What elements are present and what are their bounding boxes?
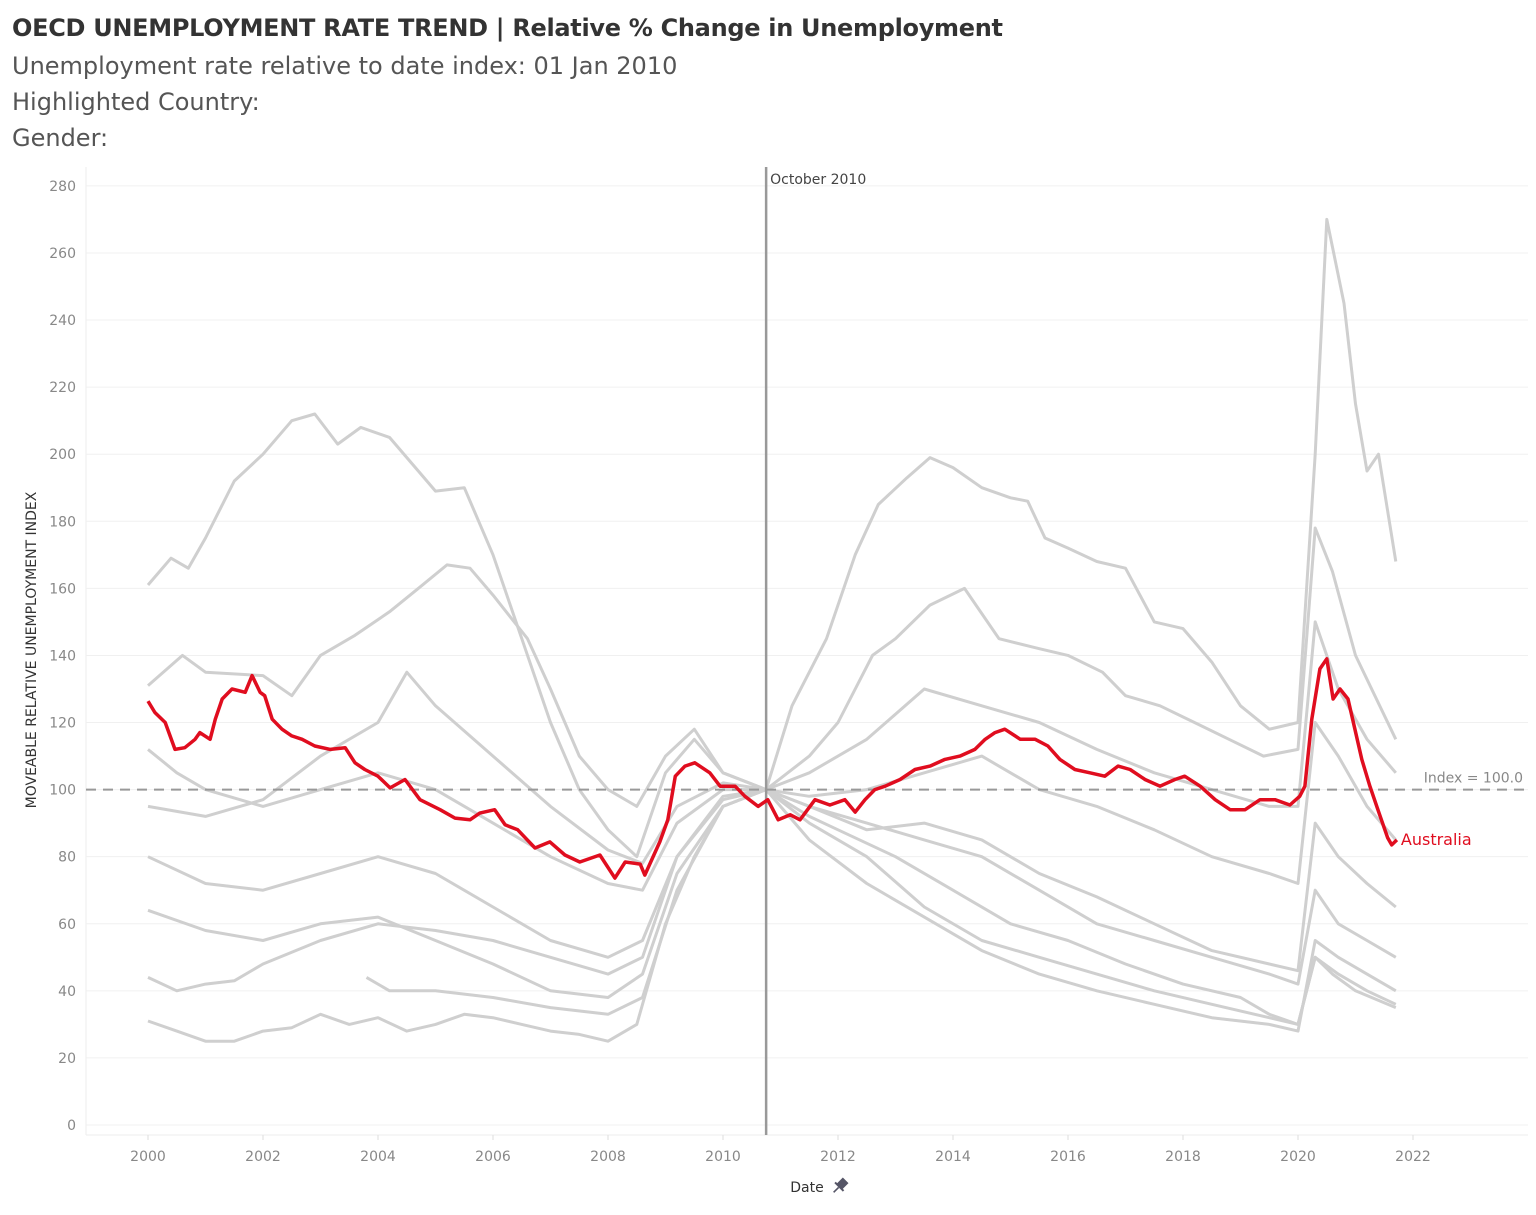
pin-icon[interactable] (829, 1176, 850, 1197)
y-tick-label: 40 (58, 984, 76, 1000)
y-tick-label: 140 (49, 648, 76, 664)
y-tick-label: 120 (49, 716, 76, 732)
y-tick-label: 160 (49, 581, 76, 597)
x-tick-label: 2000 (130, 1149, 166, 1165)
chart-subtitle: Unemployment rate relative to date index… (12, 52, 678, 80)
series-line-8[interactable] (147, 721, 1397, 892)
x-tick-label: 2010 (705, 1149, 741, 1165)
series-line-6[interactable] (147, 788, 1397, 973)
marker-line-label: October 2010 (770, 172, 866, 188)
series-line-9[interactable] (365, 788, 1397, 1033)
y-axis-title: MOVEABLE RELATIVE UNEMPLOYMENT INDEX (24, 491, 40, 808)
x-tick-label: 2002 (245, 1149, 281, 1165)
chart-title: OECD UNEMPLOYMENT RATE TREND | Relative … (12, 14, 1003, 42)
y-tick-label: 0 (67, 1118, 76, 1134)
x-tick-label: 2008 (590, 1149, 626, 1165)
y-tick-label: 80 (58, 850, 76, 866)
series-line-2[interactable] (147, 526, 1398, 808)
x-tick-label: 2022 (1395, 1149, 1431, 1165)
y-tick-label: 200 (49, 447, 76, 463)
reference-line-label: Index = 100.0 (1424, 771, 1523, 787)
y-tick-label: 220 (49, 380, 76, 396)
x-tick-label: 2016 (1050, 1149, 1086, 1165)
x-tick-label: 2006 (475, 1149, 511, 1165)
highlighted-country-label: Highlighted Country: (12, 88, 260, 116)
y-tick-label: 280 (49, 179, 76, 195)
gender-label: Gender: (12, 124, 109, 152)
x-tick-label: 2004 (360, 1149, 396, 1165)
y-tick-label: 180 (49, 514, 76, 530)
x-tick-label: 2014 (935, 1149, 971, 1165)
x-tick-label: 2012 (820, 1149, 856, 1165)
series-line-1[interactable] (146, 217, 1398, 859)
series-line-4[interactable] (147, 788, 1397, 999)
y-tick-label: 260 (49, 246, 76, 262)
x-axis-title: Date (790, 1180, 823, 1196)
y-tick-label: 100 (49, 783, 76, 799)
y-tick-label: 20 (58, 1051, 76, 1067)
series-line-australia[interactable] (146, 657, 1399, 880)
y-tick-label: 60 (58, 917, 76, 933)
x-tick-label: 2018 (1165, 1149, 1201, 1165)
series-line-5[interactable] (147, 620, 1397, 865)
x-tick-label: 2020 (1280, 1149, 1316, 1165)
y-tick-label: 240 (49, 313, 76, 329)
series-label-australia: Australia (1401, 830, 1472, 849)
